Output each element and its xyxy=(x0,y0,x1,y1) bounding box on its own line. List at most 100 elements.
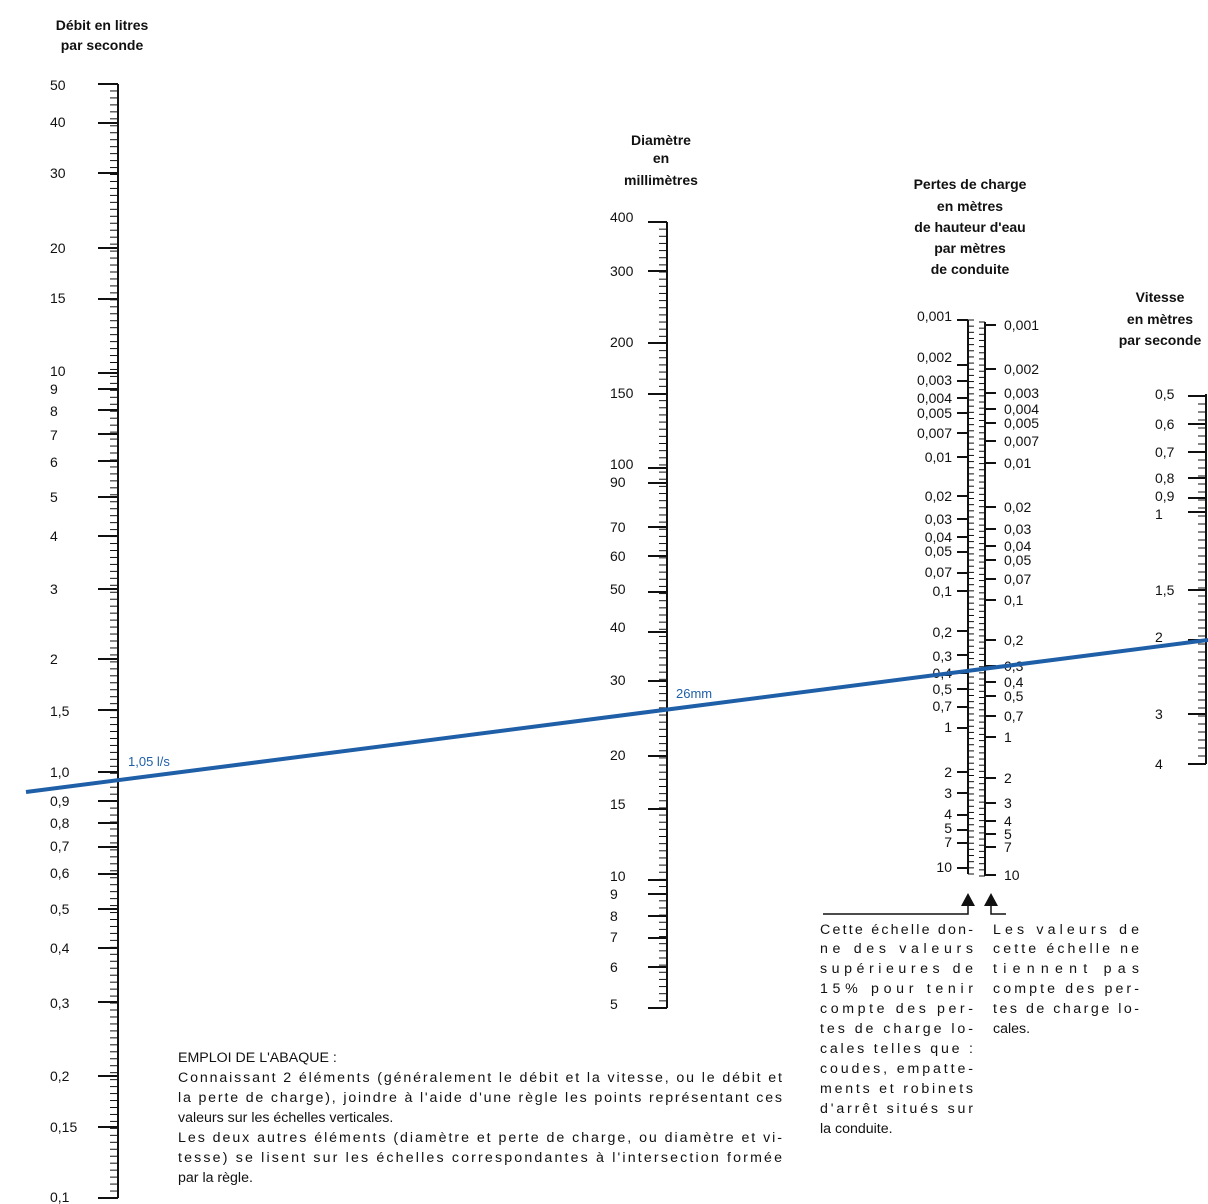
headloss-right-label: 0,01 xyxy=(1004,455,1031,471)
diameter-title: Diamètre en millimètres xyxy=(624,132,698,188)
velocity-title-line: par seconde xyxy=(1119,332,1202,348)
flow-tick-label: 4 xyxy=(50,528,58,544)
headloss-right-label: 0,05 xyxy=(1004,552,1031,568)
flow-tick-label: 0,8 xyxy=(50,815,70,831)
right-note-line: cette échelle ne xyxy=(993,941,1139,957)
headloss-right-label: 10 xyxy=(1004,867,1020,883)
left-note-line: tes de charge lo- xyxy=(820,1021,973,1037)
usage-heading: EMPLOI DE L'ABAQUE : xyxy=(178,1050,337,1066)
diameter-tick-label: 200 xyxy=(610,334,634,350)
diameter-title-line: en xyxy=(653,150,669,166)
right-note-line: compte des per- xyxy=(993,981,1139,997)
diameter-tick-label: 7 xyxy=(610,929,618,945)
right-scale-arrow xyxy=(984,893,998,906)
left-note-line: compte des per- xyxy=(820,1001,973,1017)
flow-tick-label: 15 xyxy=(50,290,66,306)
headloss-right-label: 0,001 xyxy=(1004,317,1039,333)
usage-line: Connaissant 2 éléments (généralement le … xyxy=(178,1070,782,1086)
headloss-left-label: 0,004 xyxy=(917,390,952,406)
velocity-tick-label: 1,5 xyxy=(1155,582,1175,598)
flow-tick-label: 0,1 xyxy=(50,1189,70,1204)
right-note-line: cales. xyxy=(993,1021,1030,1037)
flow-tick-label: 7 xyxy=(50,427,58,443)
headloss-right-label: 0,4 xyxy=(1004,674,1024,690)
headloss-right-label: 0,1 xyxy=(1004,592,1024,608)
diameter-tick-label: 50 xyxy=(610,581,626,597)
diameter-title-line: millimètres xyxy=(624,172,698,188)
example-reading-line xyxy=(25,638,1208,794)
diameter-tick-label: 20 xyxy=(610,747,626,763)
left-arrow-leader xyxy=(823,906,969,915)
headloss-title-line: de conduite xyxy=(931,261,1010,277)
flow-tick-label: 20 xyxy=(50,240,66,256)
flow-title-line: Débit en litres xyxy=(56,17,149,33)
diameter-tick-label: 300 xyxy=(610,263,634,279)
headloss-title: Pertes de charge en mètres de hauteur d'… xyxy=(914,176,1027,277)
flow-tick-label: 0,6 xyxy=(50,865,70,881)
flow-tick-label: 0,7 xyxy=(50,838,70,854)
headloss-left-label: 0,7 xyxy=(933,698,953,714)
headloss-left-label: 2 xyxy=(944,764,952,780)
diameter-tick-label: 6 xyxy=(610,959,618,975)
usage-line: la perte de charge), joindre à l'aide d'… xyxy=(178,1090,782,1106)
velocity-tick-label: 4 xyxy=(1155,756,1163,772)
diameter-tick-label: 30 xyxy=(610,672,626,688)
headloss-left-label: 0,01 xyxy=(925,449,952,465)
velocity-tick-label: 0,5 xyxy=(1155,386,1175,402)
diameter-tick-label: 150 xyxy=(610,385,634,401)
diameter-tick-label: 60 xyxy=(610,548,626,564)
headloss-left-label: 0,007 xyxy=(917,425,952,441)
usage-line: par la règle. xyxy=(178,1170,253,1186)
flow-tick-label: 0,3 xyxy=(50,995,70,1011)
headloss-right-label: 0,04 xyxy=(1004,538,1031,554)
left-scale-note: Cette échelle don- ne des valeurs supéri… xyxy=(820,922,973,1137)
headloss-right-label: 0,003 xyxy=(1004,385,1039,401)
diameter-tick-label: 40 xyxy=(610,619,626,635)
diameter-tick-label: 100 xyxy=(610,456,634,472)
headloss-title-line: en mètres xyxy=(937,198,1003,214)
scale-ticks xyxy=(98,83,1206,1199)
headloss-right-label: 1 xyxy=(1004,729,1012,745)
scale-labels: 504030201510987654321,51,00,90,80,70,60,… xyxy=(50,77,1175,1204)
left-note-line: cales telles que : xyxy=(820,1041,973,1057)
headloss-right-label: 5 xyxy=(1004,826,1012,842)
diameter-tick-label: 5 xyxy=(610,996,618,1012)
left-note-line: supérieures de xyxy=(820,961,973,977)
flow-tick-label: 40 xyxy=(50,114,66,130)
right-note-line: tes de charge lo- xyxy=(993,1001,1139,1017)
flow-tick-label: 0,15 xyxy=(50,1119,77,1135)
right-note-line: Les valeurs de xyxy=(993,922,1139,938)
diameter-title-line: Diamètre xyxy=(631,132,691,148)
diameter-tick-label: 10 xyxy=(610,868,626,884)
flow-tick-label: 30 xyxy=(50,165,66,181)
headloss-left-label: 0,02 xyxy=(925,488,952,504)
flow-tick-label: 9 xyxy=(50,381,58,397)
headloss-title-line: par mètres xyxy=(934,240,1006,256)
diameter-tick-label: 9 xyxy=(610,886,618,902)
flow-tick-label: 0,4 xyxy=(50,940,70,956)
flow-example-label: 1,05 l/s xyxy=(128,754,170,769)
headloss-title-line: de hauteur d'eau xyxy=(914,219,1025,235)
headloss-left-label: 0,07 xyxy=(925,564,952,580)
left-note-line: ne des valeurs xyxy=(820,941,973,957)
left-note-line: coudes, empatte- xyxy=(820,1061,973,1077)
headloss-right-label: 0,005 xyxy=(1004,415,1039,431)
headloss-left-label: 7 xyxy=(944,834,952,850)
velocity-tick-label: 0,6 xyxy=(1155,416,1175,432)
headloss-left-label: 0,03 xyxy=(925,511,952,527)
headloss-right-label: 7 xyxy=(1004,839,1012,855)
headloss-left-label: 4 xyxy=(944,806,952,822)
headloss-left-label: 0,5 xyxy=(933,681,953,697)
headloss-left-label: 0,04 xyxy=(925,529,952,545)
flow-title-line: par seconde xyxy=(61,37,144,53)
diameter-tick-label: 70 xyxy=(610,519,626,535)
usage-line: Les deux autres éléments (diamètre et pe… xyxy=(178,1130,782,1146)
flow-tick-label: 3 xyxy=(50,581,58,597)
left-scale-arrow xyxy=(961,893,975,906)
flow-tick-label: 10 xyxy=(50,363,66,379)
flow-tick-label: 6 xyxy=(50,454,58,470)
headloss-right-label: 0,02 xyxy=(1004,499,1031,515)
usage-instructions: EMPLOI DE L'ABAQUE : Connaissant 2 éléme… xyxy=(178,1050,782,1186)
headloss-right-label: 0,7 xyxy=(1004,708,1024,724)
